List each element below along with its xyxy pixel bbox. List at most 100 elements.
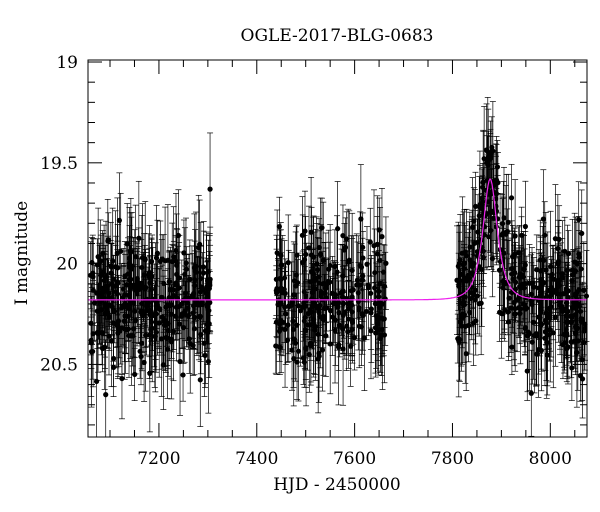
point-marker: [121, 318, 127, 324]
point-marker: [282, 290, 288, 296]
point-marker: [553, 288, 559, 294]
data-point: [516, 251, 523, 322]
point-marker: [130, 282, 136, 288]
point-marker: [90, 331, 96, 337]
point-marker: [332, 263, 338, 270]
data-point: [583, 250, 590, 342]
point-marker: [156, 320, 162, 326]
point-marker: [376, 227, 382, 233]
data-point: [465, 236, 472, 314]
data-point: [367, 207, 374, 277]
point-marker: [148, 258, 155, 265]
data-point: [88, 283, 95, 397]
point-marker: [157, 258, 163, 264]
point-marker: [564, 267, 571, 274]
point-marker: [207, 186, 213, 192]
data-point: [374, 266, 381, 372]
point-marker: [358, 216, 364, 222]
point-marker: [469, 263, 475, 270]
point-marker: [202, 352, 208, 358]
data-point: [462, 269, 469, 384]
point-marker: [294, 359, 300, 365]
data-point: [308, 176, 315, 288]
point-marker: [569, 314, 575, 320]
data-point: [564, 224, 571, 317]
point-marker: [508, 195, 515, 201]
data-point: [454, 225, 461, 336]
point-marker: [177, 358, 183, 365]
point-marker: [526, 280, 533, 286]
data-point: [574, 248, 581, 336]
point-marker: [574, 289, 580, 295]
point-marker: [180, 372, 186, 378]
data-point: [350, 235, 357, 345]
point-marker: [103, 274, 109, 280]
data-point: [312, 228, 319, 328]
data-point: [552, 262, 559, 320]
point-marker: [350, 287, 356, 293]
point-marker: [349, 319, 356, 326]
data-point: [121, 280, 128, 363]
point-marker: [285, 322, 291, 328]
point-marker: [581, 287, 587, 293]
x-tick-label: 7600: [333, 449, 376, 469]
point-marker: [110, 258, 116, 264]
point-marker: [193, 263, 199, 270]
data-point: [173, 228, 180, 321]
point-marker: [295, 348, 302, 354]
point-marker: [576, 254, 582, 260]
data-point: [489, 220, 496, 298]
point-marker: [529, 339, 535, 345]
point-marker: [583, 293, 590, 299]
data-point: [272, 318, 279, 374]
data-point: [114, 277, 121, 375]
point-marker: [174, 271, 180, 277]
data-point: [470, 187, 477, 255]
data-point: [183, 265, 190, 329]
x-tick-label: 7400: [235, 449, 278, 469]
data-point: [557, 255, 564, 356]
data-point: [474, 194, 481, 270]
point-marker: [291, 336, 297, 342]
data-point: [293, 292, 300, 358]
data-point: [335, 288, 342, 406]
point-marker: [327, 279, 333, 285]
y-tick-label: 19.5: [40, 154, 78, 174]
point-marker: [342, 244, 349, 251]
data-point: [374, 216, 381, 273]
data-point: [104, 276, 111, 348]
point-marker: [538, 277, 544, 283]
point-marker: [120, 286, 126, 292]
data-point: [552, 267, 559, 367]
point-marker: [147, 370, 153, 377]
data-point: [470, 280, 477, 366]
point-marker: [379, 234, 385, 240]
point-marker: [327, 341, 333, 347]
point-marker: [315, 267, 321, 273]
data-point: [319, 308, 326, 392]
data-point: [340, 260, 347, 323]
y-tick-labels: 19 19.5 20 20.5: [40, 53, 78, 375]
point-marker: [495, 180, 501, 186]
data-point: [282, 263, 289, 365]
data-point: [192, 211, 199, 322]
point-marker: [340, 346, 346, 352]
data-point: [472, 255, 479, 325]
point-marker: [277, 275, 283, 282]
data-point: [277, 229, 284, 328]
point-marker: [327, 308, 334, 314]
point-marker: [514, 297, 520, 303]
point-marker: [544, 352, 550, 358]
point-marker: [521, 266, 527, 272]
data-point: [479, 175, 486, 222]
data-point: [175, 189, 182, 282]
point-marker: [476, 213, 482, 219]
point-marker: [374, 241, 380, 247]
point-marker: [536, 314, 542, 320]
point-marker: [148, 319, 155, 325]
point-marker: [136, 235, 142, 241]
point-marker: [159, 314, 165, 320]
point-marker: [562, 248, 568, 254]
point-marker: [88, 337, 94, 343]
point-marker: [332, 328, 338, 334]
